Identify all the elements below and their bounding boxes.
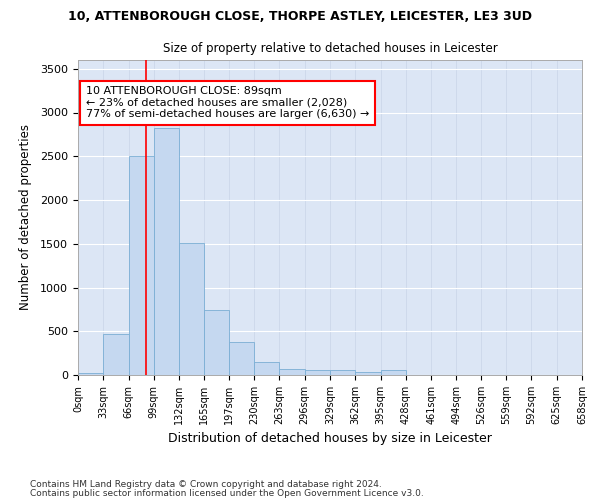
Bar [103,334,128,375]
Bar [254,362,280,375]
Text: Contains public sector information licensed under the Open Government Licence v3: Contains public sector information licen… [30,488,424,498]
Bar [154,128,179,375]
Text: Contains HM Land Registry data © Crown copyright and database right 2024.: Contains HM Land Registry data © Crown c… [30,480,382,489]
Bar [330,370,355,375]
Bar [305,370,330,375]
Text: 10, ATTENBOROUGH CLOSE, THORPE ASTLEY, LEICESTER, LE3 3UD: 10, ATTENBOROUGH CLOSE, THORPE ASTLEY, L… [68,10,532,23]
Title: Size of property relative to detached houses in Leicester: Size of property relative to detached ho… [163,42,497,54]
Y-axis label: Number of detached properties: Number of detached properties [19,124,32,310]
Bar [128,156,154,375]
Bar [355,372,380,375]
Bar [78,372,103,375]
Bar [205,310,229,375]
Bar [280,369,305,375]
Bar [380,370,406,375]
X-axis label: Distribution of detached houses by size in Leicester: Distribution of detached houses by size … [168,432,492,446]
Bar [229,342,254,375]
Text: 10 ATTENBOROUGH CLOSE: 89sqm
← 23% of detached houses are smaller (2,028)
77% of: 10 ATTENBOROUGH CLOSE: 89sqm ← 23% of de… [86,86,369,120]
Bar [179,243,205,375]
